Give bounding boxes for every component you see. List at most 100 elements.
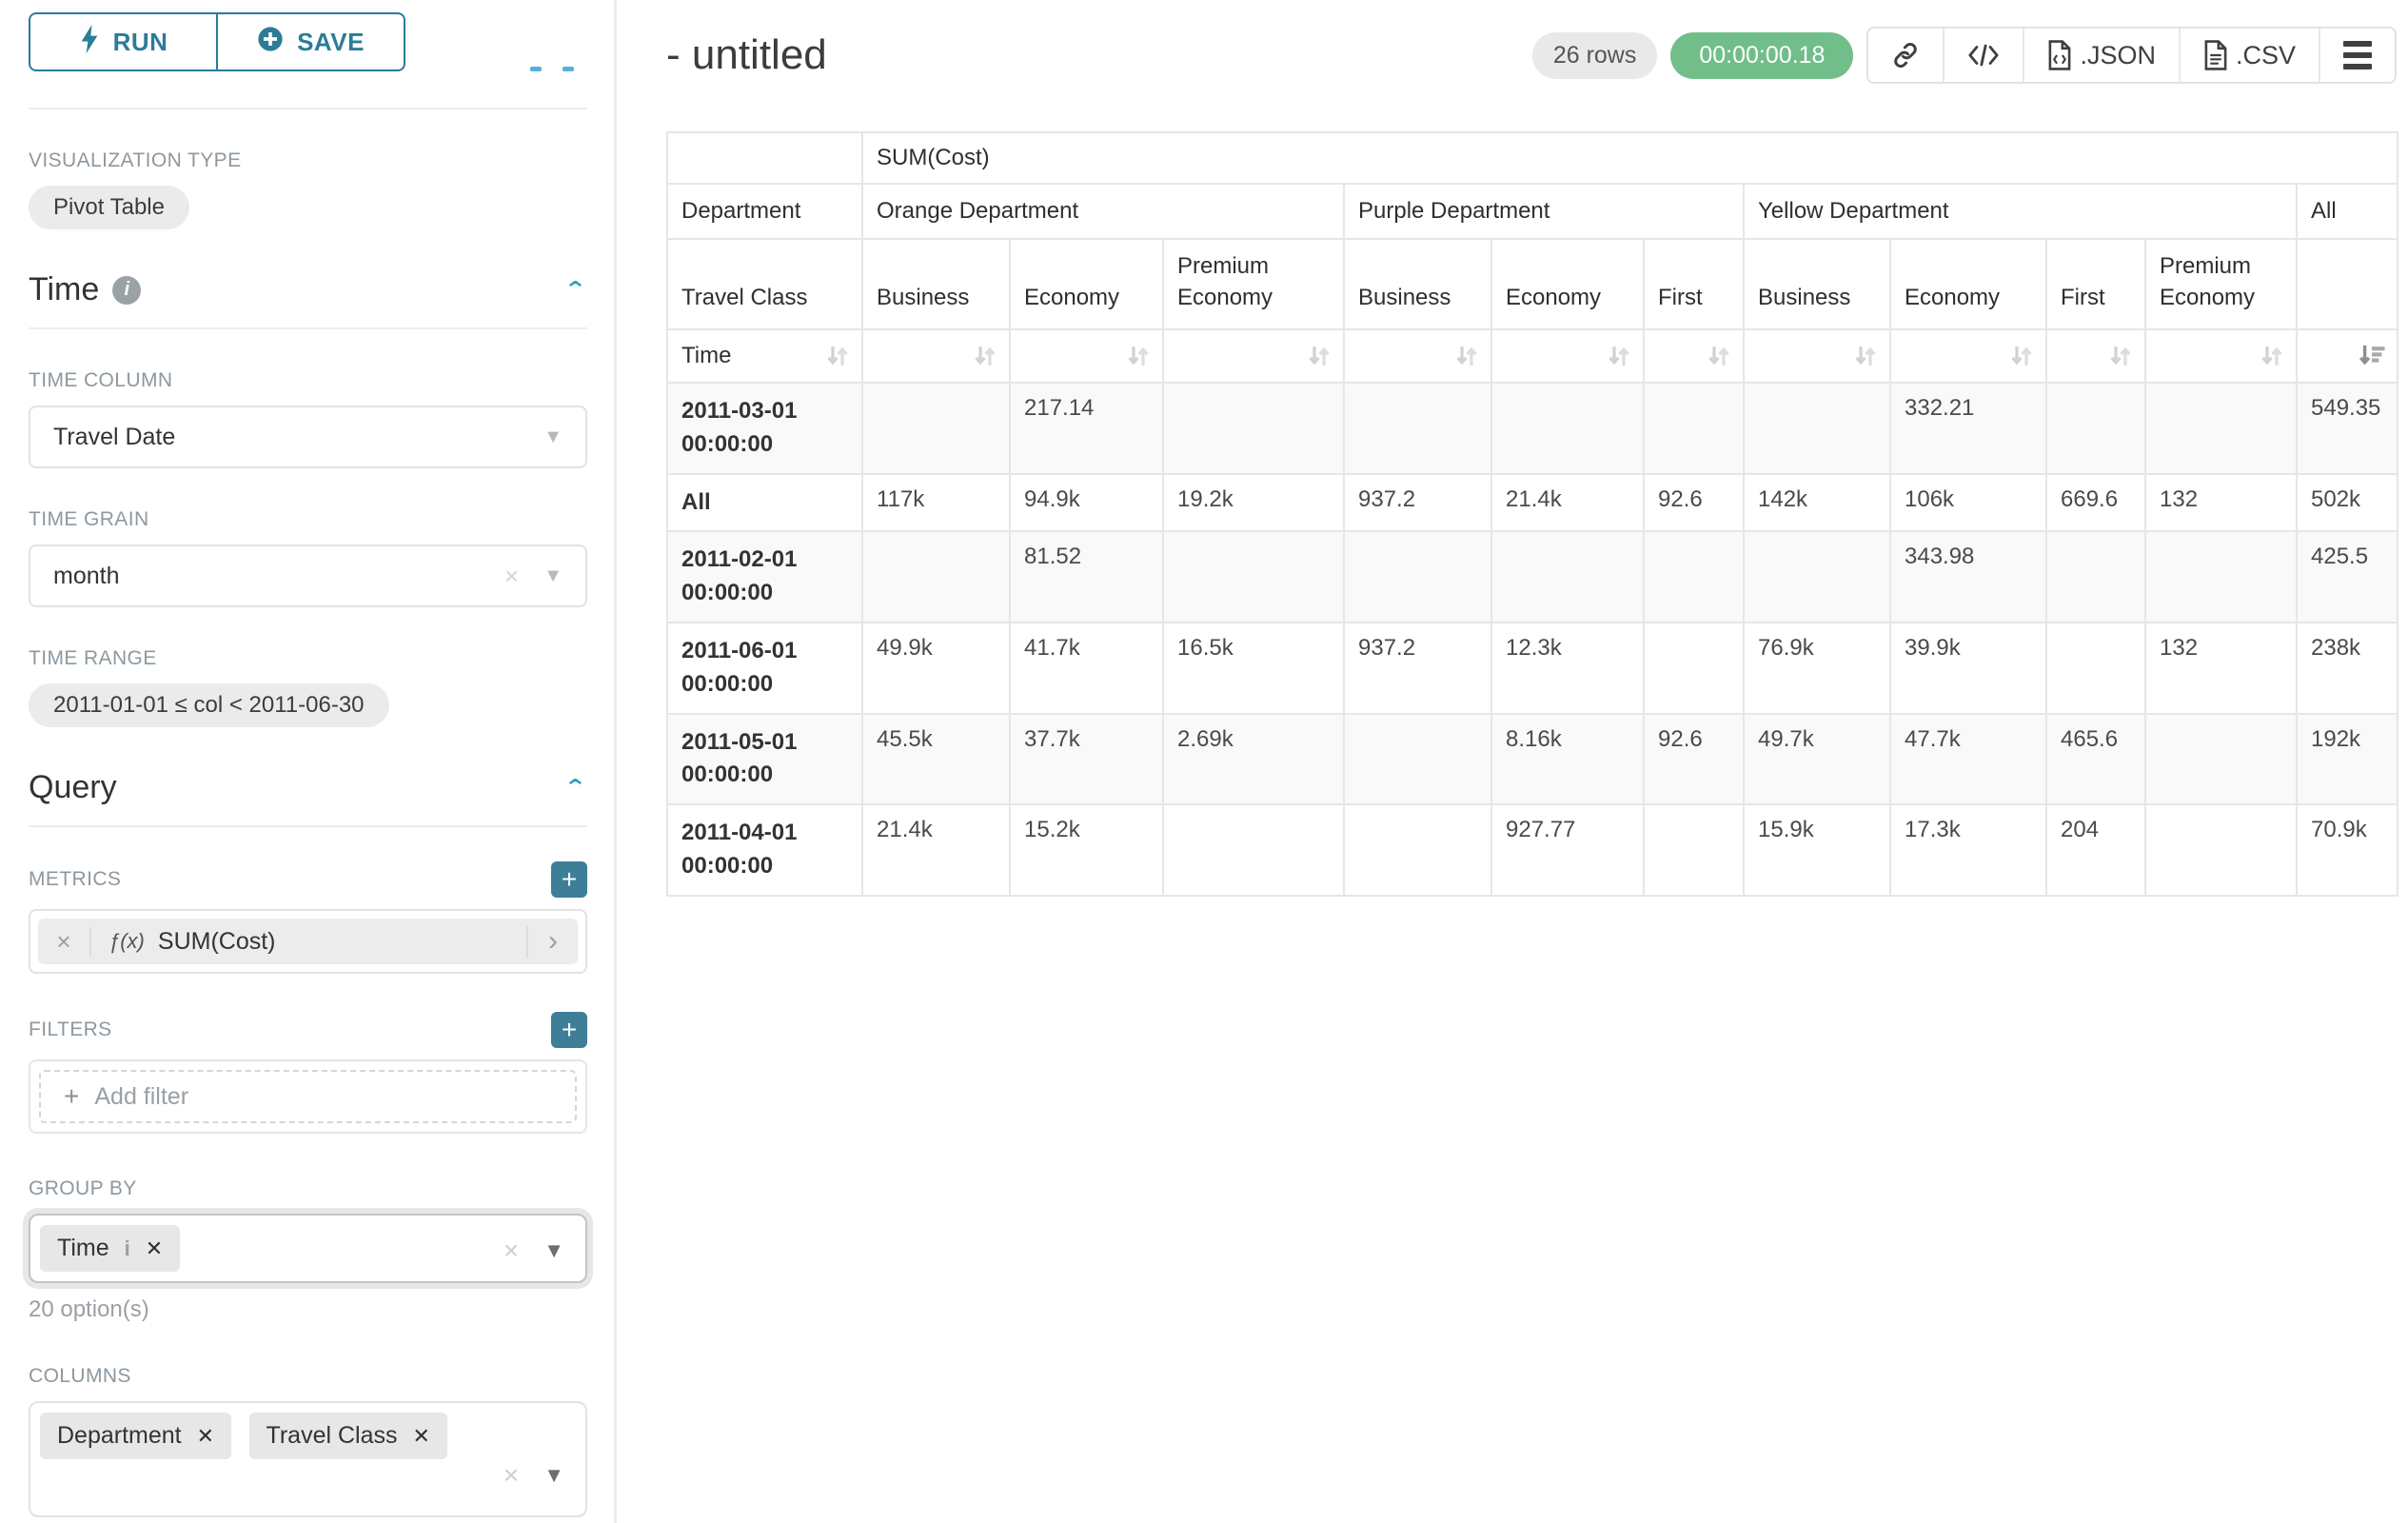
value-cell: 21.4k <box>861 803 1011 897</box>
group-by-select[interactable]: Time i ✕ × ▼ <box>29 1214 587 1283</box>
row-label: All <box>666 472 863 533</box>
visualization-type-value[interactable]: Pivot Table <box>29 186 189 229</box>
file-lines-icon <box>2203 40 2228 70</box>
clear-icon[interactable]: × <box>503 1460 520 1490</box>
value-cell: 16.5k <box>1162 621 1345 715</box>
remove-metric-icon[interactable]: × <box>38 926 91 957</box>
value-cell: 343.98 <box>1889 530 2047 623</box>
view-query-button[interactable] <box>1944 29 2025 82</box>
remove-chip-icon[interactable]: ✕ <box>196 1423 215 1448</box>
column-sort-header[interactable] <box>2144 328 2298 384</box>
column-sort-header[interactable] <box>1009 328 1164 384</box>
clear-icon[interactable]: × <box>503 1236 520 1265</box>
export-csv-button[interactable]: .CSV <box>2180 29 2320 82</box>
time-range-value[interactable]: 2011-01-01 ≤ col < 2011-06-30 <box>29 683 389 727</box>
remove-chip-icon[interactable]: ✕ <box>145 1236 164 1260</box>
chevron-right-icon[interactable]: › <box>526 925 578 958</box>
value-cell: 217.14 <box>1009 382 1164 475</box>
pivot-table-container: SUM(Cost) Department Orange Department Purp… <box>666 131 2398 897</box>
value-cell: 37.7k <box>1009 712 1164 806</box>
chevron-up-icon[interactable]: ⌃ <box>563 278 587 302</box>
travel-class-col-header: First <box>1643 238 1745 330</box>
chevron-up-icon[interactable]: ⌃ <box>563 776 587 800</box>
value-cell: 204 <box>2045 803 2146 897</box>
chip-label: Department <box>57 1422 182 1449</box>
column-sort-header[interactable] <box>1490 328 1645 384</box>
add-filter-button[interactable]: + Add filter <box>39 1070 577 1123</box>
department-header: Department <box>666 183 863 240</box>
caret-down-icon[interactable]: ▼ <box>543 1238 564 1262</box>
corner-cell <box>666 131 863 185</box>
value-cell: 132 <box>2144 621 2298 715</box>
export-toolbar: .JSON .CSV <box>1866 27 2397 84</box>
group-by-chip-time[interactable]: Time i ✕ <box>40 1225 181 1272</box>
value-cell: 132 <box>2144 472 2298 533</box>
value-cell: 49.7k <box>1743 712 1891 806</box>
clear-icon[interactable]: × <box>504 561 520 590</box>
value-cell <box>861 530 1011 623</box>
value-cell: 8.16k <box>1490 712 1645 806</box>
time-sort-header[interactable]: Time <box>666 328 863 384</box>
remove-chip-icon[interactable]: ✕ <box>412 1423 430 1448</box>
chart-title[interactable]: - untitled <box>666 31 827 78</box>
columns-chip-department[interactable]: Department ✕ <box>40 1413 232 1459</box>
add-metric-button[interactable]: + <box>551 861 587 898</box>
column-sort-header[interactable] <box>1743 328 1891 384</box>
save-button[interactable]: SAVE <box>216 12 405 71</box>
value-cell: 70.9k <box>2296 803 2398 897</box>
columns-select[interactable]: Department ✕ Travel Class ✕ × ▼ <box>29 1401 587 1517</box>
value-cell: 238k <box>2296 621 2398 715</box>
time-grain-select[interactable]: month × ▼ <box>29 544 587 607</box>
row-count-badge: 26 rows <box>1531 31 1658 79</box>
value-cell <box>1343 382 1492 475</box>
metric-chip[interactable]: × ƒ(x) SUM(Cost) › <box>38 919 578 964</box>
info-icon: i <box>112 275 142 305</box>
column-sort-header[interactable] <box>2296 328 2398 384</box>
bolt-icon <box>79 24 100 60</box>
department-group-header: Purple Department <box>1343 183 1745 240</box>
time-section-title: Time <box>29 271 100 307</box>
query-section-title: Query <box>29 769 117 805</box>
table-row: 2011-02-01 00:00:00 81.52 343.98 425.5 <box>666 530 2398 623</box>
add-filter-label: Add filter <box>94 1082 189 1110</box>
value-cell: 12.3k <box>1490 621 1645 715</box>
file-code-icon <box>2047 40 2072 70</box>
value-cell: 17.3k <box>1889 803 2047 897</box>
value-cell <box>2045 621 2146 715</box>
column-sort-header[interactable] <box>1643 328 1745 384</box>
value-cell: 94.9k <box>1009 472 1164 533</box>
value-cell: 41.7k <box>1009 621 1164 715</box>
export-json-label: .JSON <box>2080 40 2156 69</box>
time-grain-value: month <box>53 562 120 589</box>
value-cell: 15.2k <box>1009 803 1164 897</box>
value-cell: 142k <box>1743 472 1891 533</box>
value-cell <box>2045 382 2146 475</box>
sort-icon <box>975 346 996 366</box>
value-cell: 76.9k <box>1743 621 1891 715</box>
group-by-options-note: 20 option(s) <box>29 1296 149 1322</box>
column-sort-header[interactable] <box>1162 328 1345 384</box>
time-column-value: Travel Date <box>53 423 176 450</box>
caret-down-icon[interactable]: ▼ <box>543 1463 564 1487</box>
sort-desc-icon <box>2359 345 2385 366</box>
column-sort-header[interactable] <box>861 328 1011 384</box>
share-link-button[interactable] <box>1868 29 1945 82</box>
columns-chip-travel-class[interactable]: Travel Class ✕ <box>248 1413 447 1459</box>
column-sort-header[interactable] <box>1343 328 1492 384</box>
query-timer-badge: 00:00:00.18 <box>1670 31 1854 79</box>
column-sort-header[interactable] <box>1889 328 2047 384</box>
time-column-select[interactable]: Travel Date ▼ <box>29 405 587 468</box>
run-button[interactable]: RUN <box>29 12 218 71</box>
export-json-button[interactable]: .JSON <box>2024 29 2181 82</box>
travel-class-col-header: Premium Economy <box>1162 238 1345 330</box>
sort-icon <box>1609 346 1629 366</box>
menu-button[interactable] <box>2320 29 2395 82</box>
columns-label: COLUMNS <box>29 1365 131 1387</box>
value-cell <box>1743 382 1891 475</box>
add-filter-plus-button[interactable]: + <box>551 1012 587 1048</box>
query-section-header: Query ⌃ <box>29 769 587 806</box>
value-cell: 47.7k <box>1889 712 2047 806</box>
sort-icon <box>1309 346 1330 366</box>
column-sort-header[interactable] <box>2045 328 2146 384</box>
department-group-header: Orange Department <box>861 183 1345 240</box>
